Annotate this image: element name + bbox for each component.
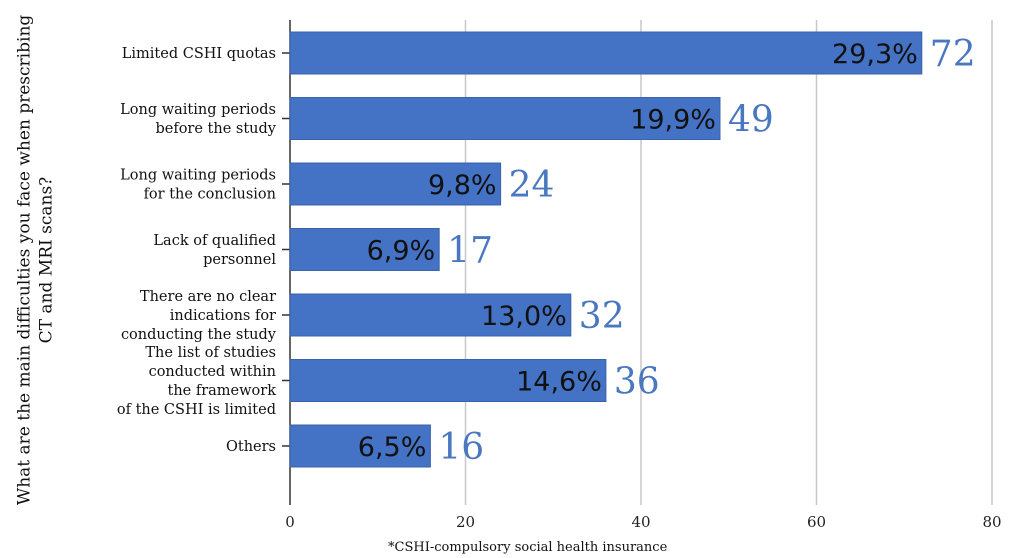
bar-count-label: 17 — [447, 231, 493, 272]
bar — [289, 228, 440, 271]
bar-count-label: 32 — [579, 296, 625, 337]
bar-percent-label: 14,6% — [516, 367, 602, 398]
category-label: Limited CSHI quotas — [122, 46, 276, 62]
bar-count-label: 72 — [930, 34, 976, 75]
x-tick-label: 40 — [631, 513, 650, 531]
bar-count-label: 16 — [438, 427, 484, 468]
bar — [289, 31, 923, 75]
x-tick-label: 60 — [807, 513, 826, 531]
x-tick-label: 80 — [982, 513, 1001, 531]
bar — [289, 359, 607, 402]
bar — [289, 424, 431, 468]
bar-count-label: 24 — [509, 165, 555, 206]
y-axis-title-container: What are the main difficulties you face … — [0, 0, 70, 520]
category-label: Lack of qualified personnel — [153, 233, 276, 268]
bar-count-label: 49 — [728, 100, 774, 141]
category-label: Others — [226, 439, 276, 455]
category-label: There are no clear indications for conduct… — [121, 289, 277, 343]
bar-percent-label: 6,5% — [358, 432, 427, 463]
bar-percent-label: 19,9% — [630, 105, 716, 136]
category-label: Long waiting periods for the conclusion — [120, 168, 276, 203]
bar-percent-label: 13,0% — [481, 301, 567, 332]
bar-count-label: 36 — [614, 362, 660, 403]
x-tick-label: 20 — [456, 513, 475, 531]
bar — [289, 162, 502, 206]
bar — [289, 293, 572, 337]
bar-percent-label: 9,8% — [428, 170, 497, 201]
footnote: *CSHI-compulsory social health insurance — [388, 540, 668, 555]
bar-percent-label: 6,9% — [367, 236, 436, 267]
category-label: The list of studies conducted within the f… — [117, 345, 276, 418]
category-label: Long waiting periods before the study — [120, 102, 277, 137]
x-tick-label: 0 — [285, 513, 295, 531]
y-axis-title: What are the main difficulties you face … — [14, 14, 56, 506]
bar — [289, 97, 721, 140]
bar-percent-label: 29,3% — [832, 39, 918, 70]
